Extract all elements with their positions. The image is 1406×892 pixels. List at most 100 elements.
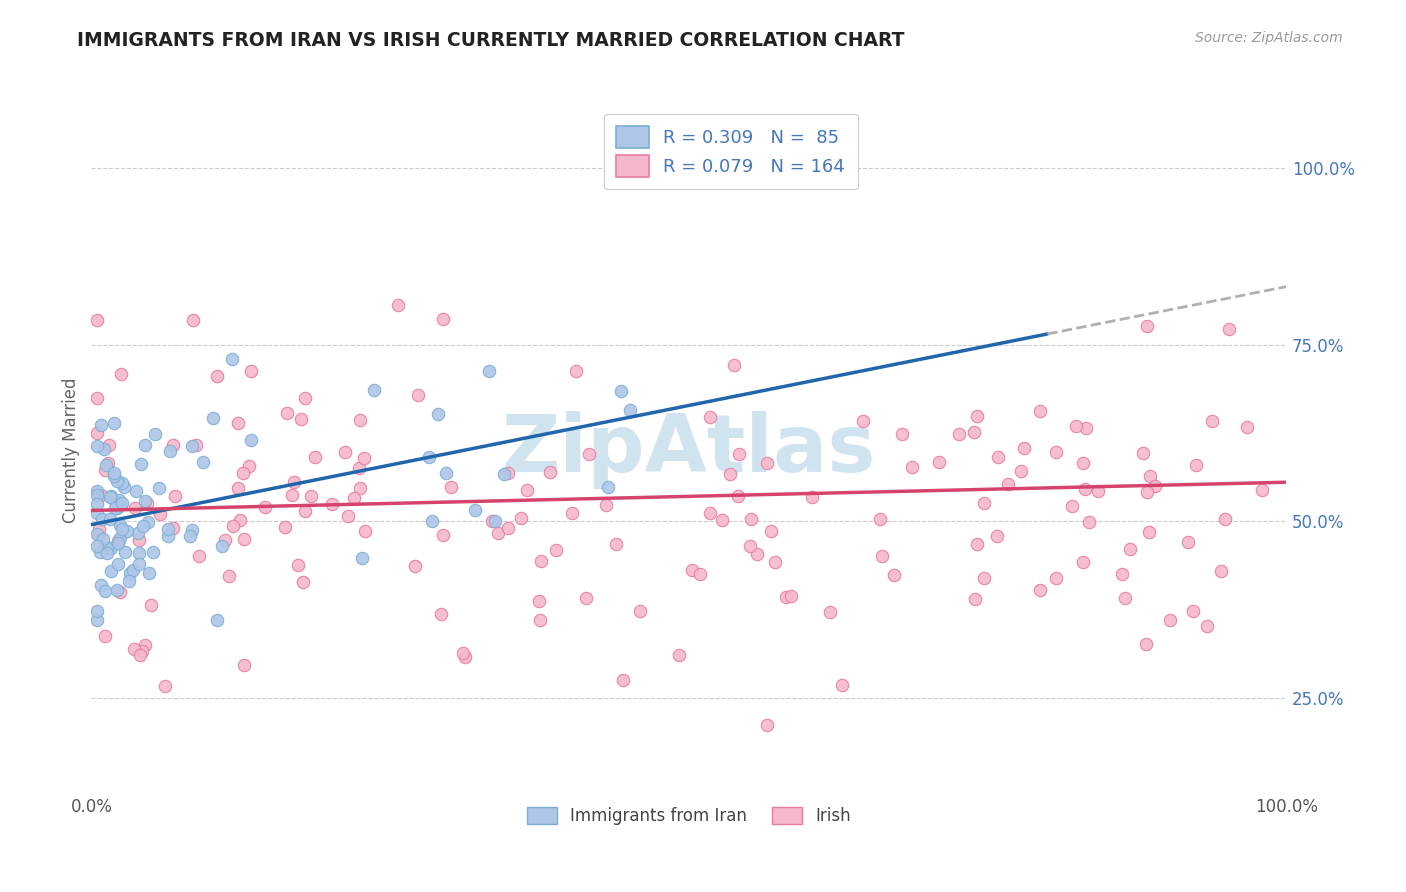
Point xyxy=(294,391,316,405)
Point xyxy=(157,522,180,536)
Point xyxy=(107,534,129,549)
Point xyxy=(565,364,588,378)
Point xyxy=(1201,414,1223,428)
Point xyxy=(128,546,150,560)
Point xyxy=(91,532,114,546)
Point xyxy=(496,520,519,534)
Point xyxy=(349,413,371,427)
Point xyxy=(108,498,131,512)
Point xyxy=(434,466,457,480)
Point xyxy=(354,524,377,538)
Point xyxy=(740,539,762,553)
Point xyxy=(86,439,108,453)
Point xyxy=(90,418,112,433)
Point xyxy=(87,528,110,542)
Point xyxy=(96,546,118,560)
Point xyxy=(440,480,463,494)
Point xyxy=(404,559,426,574)
Point xyxy=(128,533,150,547)
Point xyxy=(107,536,129,550)
Point xyxy=(610,384,633,398)
Point xyxy=(115,524,138,538)
Point xyxy=(728,447,751,461)
Point xyxy=(755,718,778,732)
Point xyxy=(1029,404,1052,418)
Point xyxy=(87,522,110,536)
Point xyxy=(104,500,127,515)
Point xyxy=(529,613,551,627)
Point xyxy=(530,554,553,568)
Point xyxy=(156,529,179,543)
Point xyxy=(1111,566,1133,581)
Point xyxy=(1074,421,1097,435)
Point xyxy=(335,445,357,459)
Point xyxy=(139,598,162,612)
Point xyxy=(292,574,315,589)
Point xyxy=(290,412,312,426)
Point xyxy=(527,593,550,607)
Point xyxy=(228,481,250,495)
Point xyxy=(973,496,995,510)
Point xyxy=(131,643,153,657)
Point xyxy=(1250,483,1272,497)
Point xyxy=(86,312,108,326)
Point xyxy=(429,607,451,621)
Point xyxy=(1181,604,1204,618)
Point xyxy=(596,480,619,494)
Point xyxy=(321,497,343,511)
Point xyxy=(86,426,108,441)
Point xyxy=(1087,484,1109,499)
Point xyxy=(134,438,156,452)
Point xyxy=(129,457,152,471)
Point xyxy=(1012,442,1035,456)
Point xyxy=(538,465,561,479)
Point xyxy=(94,463,117,477)
Point xyxy=(890,427,912,442)
Point xyxy=(1137,524,1160,539)
Point xyxy=(142,545,165,559)
Point xyxy=(727,489,749,503)
Point xyxy=(1159,613,1181,627)
Point xyxy=(86,488,108,502)
Point xyxy=(756,456,779,470)
Y-axis label: Currently Married: Currently Married xyxy=(62,377,80,524)
Point xyxy=(343,491,366,505)
Point xyxy=(100,512,122,526)
Point xyxy=(132,519,155,533)
Point xyxy=(128,557,150,571)
Point xyxy=(1136,485,1159,500)
Point xyxy=(162,521,184,535)
Point xyxy=(628,603,651,617)
Point xyxy=(418,450,440,465)
Point xyxy=(963,425,986,440)
Point xyxy=(128,648,150,662)
Point xyxy=(831,678,853,692)
Point xyxy=(963,591,986,606)
Point xyxy=(232,533,254,547)
Point xyxy=(226,416,249,430)
Point xyxy=(387,297,409,311)
Point xyxy=(180,439,202,453)
Point xyxy=(110,531,132,545)
Point xyxy=(966,409,988,423)
Point xyxy=(214,533,236,547)
Point xyxy=(986,529,1008,543)
Point xyxy=(481,515,503,529)
Point xyxy=(997,476,1019,491)
Point xyxy=(1197,618,1219,632)
Point xyxy=(1177,534,1199,549)
Point xyxy=(232,657,254,672)
Point xyxy=(775,590,797,604)
Point xyxy=(276,407,298,421)
Point xyxy=(740,512,762,526)
Point xyxy=(114,545,136,559)
Point xyxy=(928,455,950,469)
Point xyxy=(112,480,135,494)
Point xyxy=(86,604,108,618)
Point xyxy=(432,312,454,326)
Point xyxy=(103,466,125,480)
Point xyxy=(1213,512,1236,526)
Point xyxy=(111,476,134,491)
Point xyxy=(238,458,260,473)
Point xyxy=(105,583,128,598)
